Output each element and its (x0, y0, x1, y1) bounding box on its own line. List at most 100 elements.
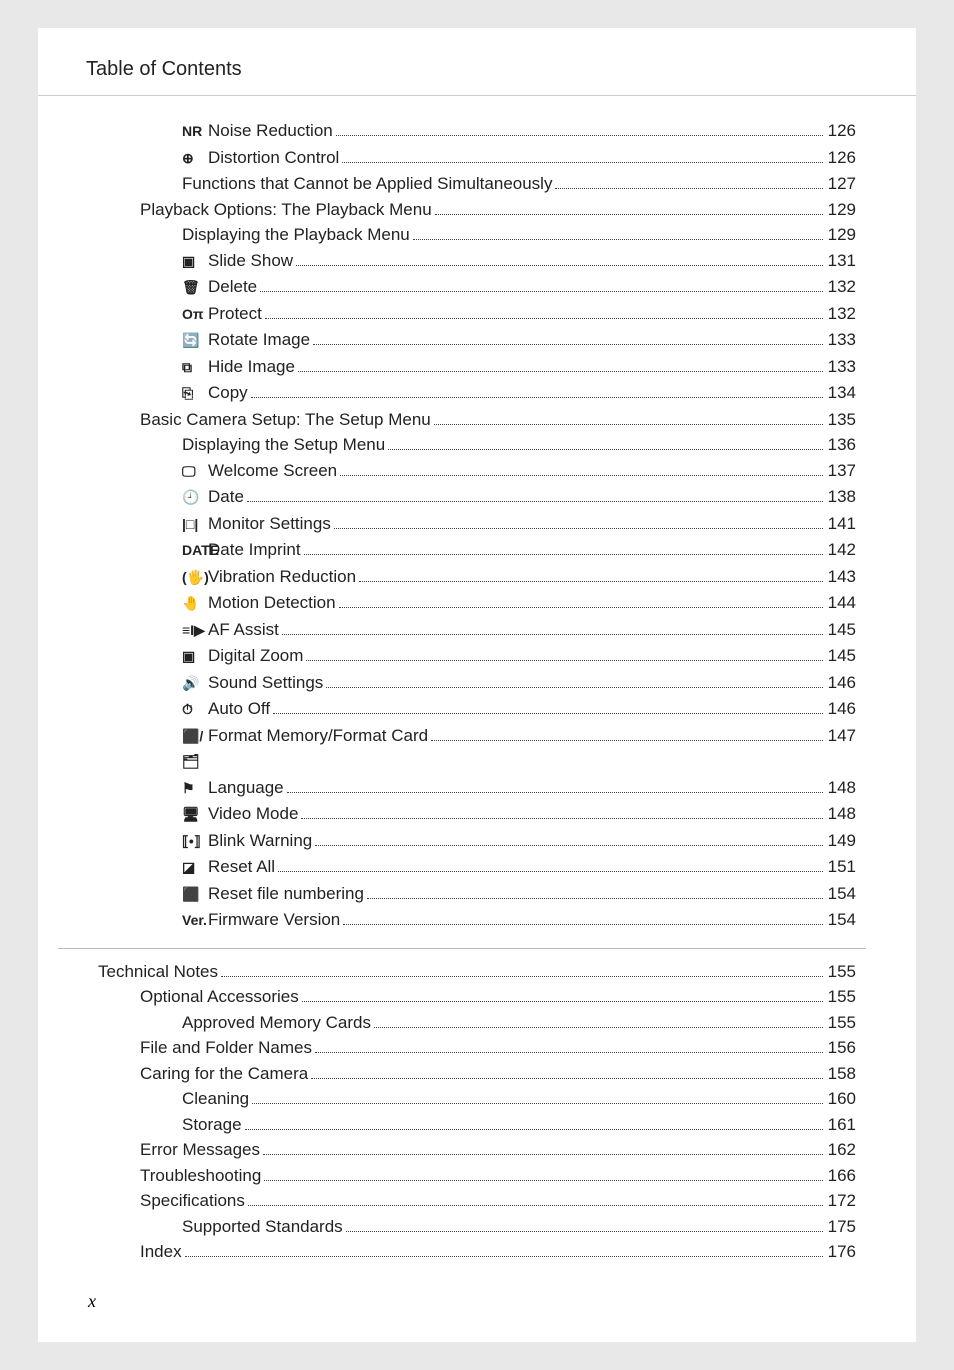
toc-leader (313, 343, 823, 345)
toc-section-1: NRNoise Reduction126⊕Distortion Control1… (38, 118, 916, 934)
toc-entry-label: Auto Off (208, 696, 270, 722)
toc-leader (340, 474, 822, 476)
toc-entry[interactable]: 🕘Date138 (98, 484, 856, 511)
toc-entry-page: 135 (826, 407, 856, 433)
toc-entry[interactable]: 🤚Motion Detection144 (98, 590, 856, 617)
toc-entry-page: 148 (826, 801, 856, 827)
toc-entry-icon: 🤚 (182, 591, 208, 617)
toc-entry[interactable]: ▣Slide Show131 (98, 248, 856, 275)
toc-entry-label: Supported Standards (182, 1214, 343, 1240)
toc-entry-label: Digital Zoom (208, 643, 303, 669)
toc-entry[interactable]: Cleaning160 (98, 1086, 856, 1112)
toc-entry-icon: ⧉ (182, 355, 208, 381)
toc-entry[interactable]: Specifications 172 (98, 1188, 856, 1214)
toc-leader (315, 844, 822, 846)
toc-entry-page: 145 (826, 643, 856, 669)
toc-entry-page: 146 (826, 696, 856, 722)
toc-entry-page: 133 (826, 354, 856, 380)
toc-leader (346, 1230, 823, 1232)
toc-leader (260, 290, 822, 292)
toc-entry[interactable]: (🖐)Vibration Reduction143 (98, 564, 856, 591)
toc-entry[interactable]: 🖥Video Mode148 (98, 801, 856, 828)
toc-entry[interactable]: Error Messages 162 (98, 1137, 856, 1163)
toc-entry[interactable]: File and Folder Names 156 (98, 1035, 856, 1061)
toc-entry[interactable]: ⚑Language148 (98, 775, 856, 802)
toc-entry-label: Reset file numbering (208, 881, 364, 907)
toc-entry[interactable]: Playback Options: The Playback Menu 129 (98, 197, 856, 223)
toc-entry[interactable]: 🔊Sound Settings146 (98, 670, 856, 697)
toc-entry-label: Sound Settings (208, 670, 323, 696)
toc-entry[interactable]: Basic Camera Setup: The Setup Menu 135 (98, 407, 856, 433)
toc-entry[interactable]: |□|Monitor Settings141 (98, 511, 856, 538)
toc-entry-page: 166 (826, 1163, 856, 1189)
document-page: Table of Contents NRNoise Reduction126⊕D… (38, 28, 916, 1342)
toc-leader (311, 1077, 822, 1079)
toc-leader (273, 712, 823, 714)
toc-leader (296, 264, 823, 266)
toc-entry-page: 126 (826, 145, 856, 171)
toc-entry[interactable]: Storage161 (98, 1112, 856, 1138)
toc-entry[interactable]: Displaying the Setup Menu136 (98, 432, 856, 458)
toc-leader (304, 553, 823, 555)
page-number: x (38, 1265, 916, 1312)
toc-entry[interactable]: OπProtect132 (98, 301, 856, 328)
toc-leader (336, 134, 823, 136)
toc-entry[interactable]: ⏱Auto Off146 (98, 696, 856, 723)
toc-entry-page: 154 (826, 907, 856, 933)
toc-entry[interactable]: Approved Memory Cards155 (98, 1010, 856, 1036)
toc-entry[interactable]: ⊕Distortion Control126 (98, 145, 856, 172)
toc-entry-icon: ⚑ (182, 776, 208, 802)
toc-entry[interactable]: ⧉Hide Image133 (98, 354, 856, 381)
toc-entry-icon: (🖐) (182, 565, 208, 591)
toc-entry-label: Reset All (208, 854, 275, 880)
toc-entry[interactable]: Ver.Firmware Version154 (98, 907, 856, 934)
toc-entry[interactable]: ⬛/🗂Format Memory/Format Card147 (98, 723, 856, 775)
toc-entry-label: Protect (208, 301, 262, 327)
toc-entry[interactable]: ≡I▶AF Assist145 (98, 617, 856, 644)
toc-entry-label: Noise Reduction (208, 118, 333, 144)
toc-entry-page: 160 (826, 1086, 856, 1112)
toc-entry-page: 172 (826, 1188, 856, 1214)
toc-leader (221, 975, 823, 977)
toc-entry[interactable]: ▣Digital Zoom 145 (98, 643, 856, 670)
toc-entry-icon: ⎘ (182, 381, 208, 407)
toc-entry-page: 149 (826, 828, 856, 854)
toc-entry[interactable]: Technical Notes155 (98, 959, 856, 985)
toc-entry[interactable]: 🖵Welcome Screen137 (98, 458, 856, 485)
toc-entry[interactable]: ⎘Copy134 (98, 380, 856, 407)
toc-entry-page: 129 (826, 197, 856, 223)
toc-leader (287, 791, 823, 793)
toc-leader (334, 527, 823, 529)
toc-entry[interactable]: Functions that Cannot be Applied Simulta… (98, 171, 856, 197)
toc-leader (367, 897, 823, 899)
toc-entry-icon: 🕘 (182, 485, 208, 511)
toc-leader (247, 500, 823, 502)
toc-entry[interactable]: Supported Standards175 (98, 1214, 856, 1240)
toc-entry-icon: Ver. (182, 908, 208, 934)
toc-entry-page: 134 (826, 380, 856, 406)
toc-entry[interactable]: ⬛Reset file numbering154 (98, 881, 856, 908)
toc-entry-page: 138 (826, 484, 856, 510)
toc-entry-page: 143 (826, 564, 856, 590)
toc-entry[interactable]: NRNoise Reduction126 (98, 118, 856, 145)
page-header: Table of Contents (38, 58, 916, 96)
toc-entry[interactable]: Optional Accessories 155 (98, 984, 856, 1010)
toc-leader (306, 659, 822, 661)
toc-entry[interactable]: 🔄Rotate Image133 (98, 327, 856, 354)
toc-entry[interactable]: Displaying the Playback Menu129 (98, 222, 856, 248)
toc-entry[interactable]: DATEDate Imprint142 (98, 537, 856, 564)
toc-entry[interactable]: Troubleshooting 166 (98, 1163, 856, 1189)
toc-entry[interactable]: ◪Reset All151 (98, 854, 856, 881)
toc-entry[interactable]: Index 176 (98, 1239, 856, 1265)
toc-entry-page: 132 (826, 301, 856, 327)
toc-entry-icon: 🔄 (182, 328, 208, 354)
toc-entry-page: 146 (826, 670, 856, 696)
toc-entry-page: 144 (826, 590, 856, 616)
toc-entry-page: 161 (826, 1112, 856, 1138)
toc-entry[interactable]: ⟦•⟧Blink Warning149 (98, 828, 856, 855)
toc-leader (302, 1000, 823, 1002)
toc-entry-icon: 🗑 (182, 275, 208, 301)
toc-entry[interactable]: 🗑Delete132 (98, 274, 856, 301)
toc-entry[interactable]: Caring for the Camera 158 (98, 1061, 856, 1087)
toc-entry-icon: ▣ (182, 644, 208, 670)
